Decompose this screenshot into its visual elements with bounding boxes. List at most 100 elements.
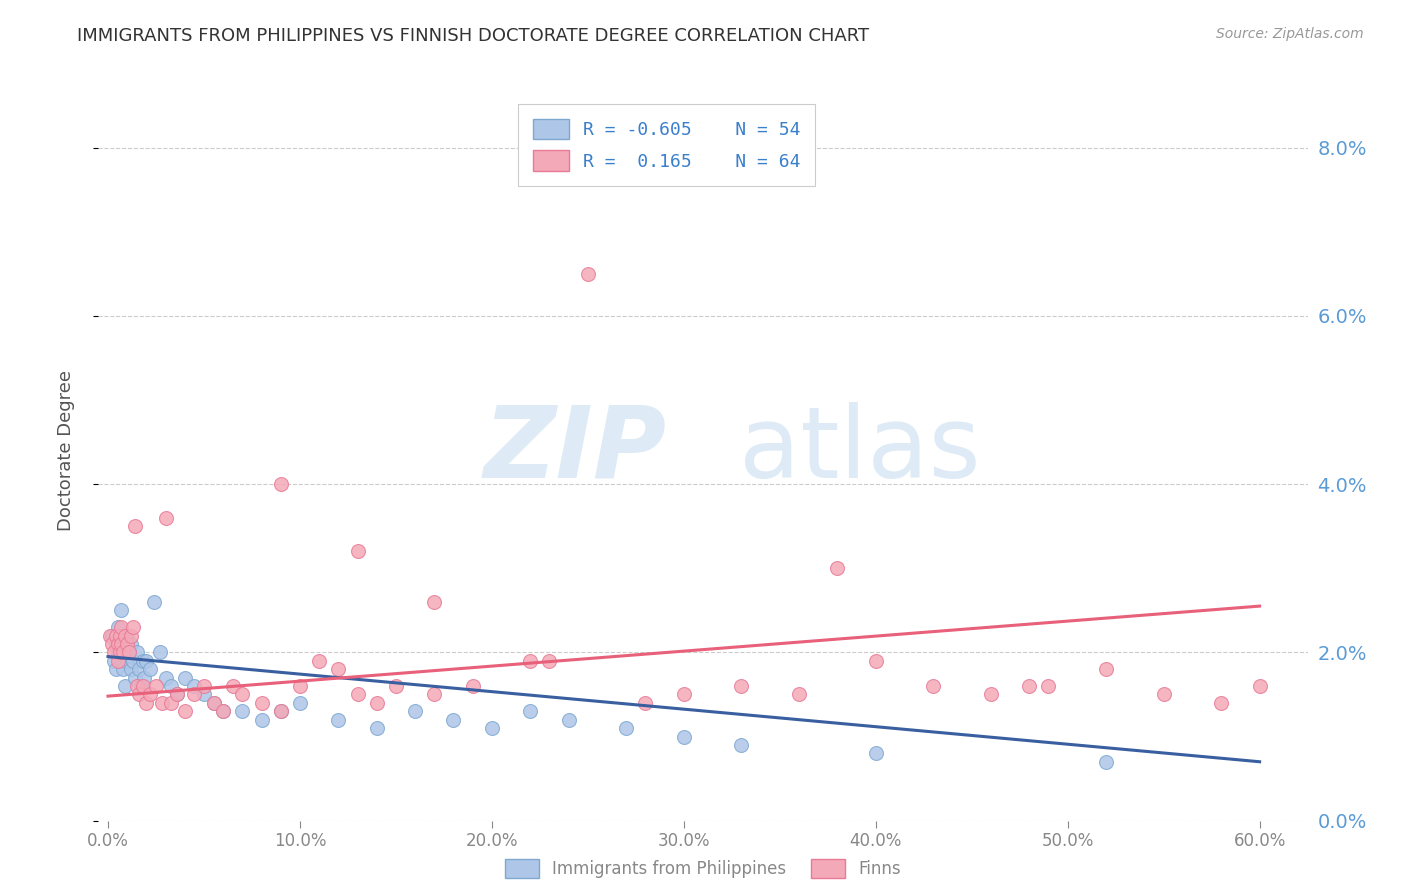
Point (250, 696, 273, 710)
Point (128, 688, 150, 702)
Point (122, 620, 145, 634)
Point (98, 628, 121, 642)
Point (145, 679, 167, 693)
Text: IMMIGRANTS FROM PHILIPPINES VS FINNISH DOCTORATE DEGREE CORRELATION CHART: IMMIGRANTS FROM PHILIPPINES VS FINNISH D… (77, 27, 869, 45)
Point (366, 696, 388, 710)
Point (519, 704, 541, 718)
Point (108, 628, 131, 642)
Text: ZIP: ZIP (484, 402, 666, 499)
Point (155, 671, 177, 685)
Point (443, 713, 465, 727)
Point (308, 654, 330, 668)
Point (614, 721, 637, 735)
Point (107, 620, 129, 634)
Point (135, 654, 157, 668)
Point (120, 662, 142, 676)
Point (108, 645, 131, 659)
Point (1249, 679, 1271, 693)
Point (202, 696, 225, 710)
Point (346, 688, 368, 702)
Point (231, 688, 253, 702)
Point (423, 595, 446, 609)
Point (270, 704, 292, 718)
Point (125, 645, 148, 659)
Point (107, 654, 129, 668)
Point (115, 637, 138, 651)
Point (730, 679, 752, 693)
Point (865, 654, 887, 668)
Point (1095, 755, 1118, 769)
Point (124, 519, 146, 533)
Point (1153, 688, 1175, 702)
Point (110, 620, 132, 634)
Point (125, 679, 148, 693)
Point (183, 688, 205, 702)
Point (222, 679, 245, 693)
Point (124, 671, 146, 685)
Point (250, 713, 273, 727)
Point (173, 671, 195, 685)
Point (672, 730, 695, 744)
Point (166, 688, 188, 702)
Point (103, 645, 125, 659)
Point (135, 696, 157, 710)
Point (481, 721, 503, 735)
Point (404, 704, 426, 718)
Point (980, 688, 1002, 702)
Point (1038, 679, 1060, 693)
Point (129, 679, 152, 693)
Point (131, 654, 153, 668)
Point (143, 595, 166, 609)
Point (131, 679, 153, 693)
Point (1211, 696, 1233, 710)
Point (328, 713, 350, 727)
Point (112, 645, 135, 659)
Point (108, 628, 131, 642)
Point (120, 637, 142, 651)
Point (128, 662, 150, 676)
Point (173, 704, 195, 718)
Point (150, 696, 173, 710)
Point (212, 704, 235, 718)
Point (115, 654, 138, 668)
Text: Source: ZipAtlas.com: Source: ZipAtlas.com (1216, 27, 1364, 41)
Point (634, 696, 657, 710)
Point (202, 696, 225, 710)
Point (107, 637, 129, 651)
Point (193, 679, 215, 693)
Point (107, 645, 129, 659)
Point (231, 704, 253, 718)
Point (155, 510, 177, 524)
Point (120, 628, 142, 642)
Point (166, 688, 188, 702)
Legend: Immigrants from Philippines, Finns: Immigrants from Philippines, Finns (498, 850, 908, 887)
Point (385, 679, 408, 693)
Point (134, 671, 156, 685)
Point (118, 645, 141, 659)
Point (672, 688, 695, 702)
Point (1095, 662, 1118, 676)
Point (212, 704, 235, 718)
Point (183, 679, 205, 693)
Point (288, 679, 311, 693)
Point (103, 654, 125, 668)
Point (108, 637, 131, 651)
Point (110, 654, 132, 668)
Point (114, 637, 136, 651)
Point (270, 477, 292, 491)
Point (104, 662, 127, 676)
Point (160, 679, 183, 693)
Point (423, 688, 446, 702)
Point (519, 654, 541, 668)
Text: atlas: atlas (740, 402, 981, 499)
Point (366, 721, 388, 735)
Point (118, 645, 141, 659)
Point (576, 267, 599, 281)
Point (538, 654, 561, 668)
Point (115, 628, 138, 642)
Point (139, 688, 162, 702)
Point (193, 688, 215, 702)
Point (787, 688, 810, 702)
Point (1018, 679, 1040, 693)
Point (461, 679, 484, 693)
